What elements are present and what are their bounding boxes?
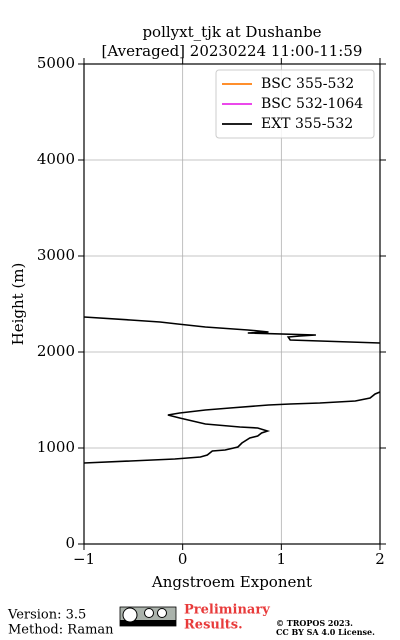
chart-title: pollyxt_tjk at Dushanbe [142, 23, 321, 41]
profile-line [84, 316, 380, 464]
legend-label: BSC 532-1064 [261, 96, 363, 112]
cc-logo [119, 606, 177, 627]
y-tick-label: 4000 [37, 150, 75, 168]
y-tick-label: 5000 [37, 54, 75, 72]
y-axis-label: Height (m) [9, 263, 27, 346]
x-axis-label: Angstroem Exponent [151, 573, 312, 591]
results: Results. [184, 618, 243, 633]
license: CC BY SA 4.0 License. [276, 627, 375, 637]
x-tick-label: 1 [277, 550, 287, 568]
copyright: © TROPOS 2023. [276, 618, 353, 628]
legend-label: BSC 355-532 [261, 76, 354, 92]
chart-subtitle: [Averaged] 20230224 11:00-11:59 [102, 42, 363, 60]
x-tick-label: −1 [73, 550, 95, 568]
plot-frame [83, 63, 381, 545]
legend-label: EXT 355-532 [261, 116, 353, 132]
x-tick-label: 0 [178, 550, 188, 568]
x-tick-label: 2 [375, 550, 385, 568]
y-tick-label: 2000 [37, 342, 75, 360]
version: Version: 3.5 [7, 608, 86, 623]
preliminary: Preliminary [184, 603, 270, 618]
legend-box [215, 69, 375, 139]
method: Method: Raman [8, 623, 114, 638]
y-tick-label: 3000 [37, 246, 75, 264]
y-tick-label: 1000 [37, 438, 75, 456]
y-tick-label: 0 [65, 534, 75, 552]
